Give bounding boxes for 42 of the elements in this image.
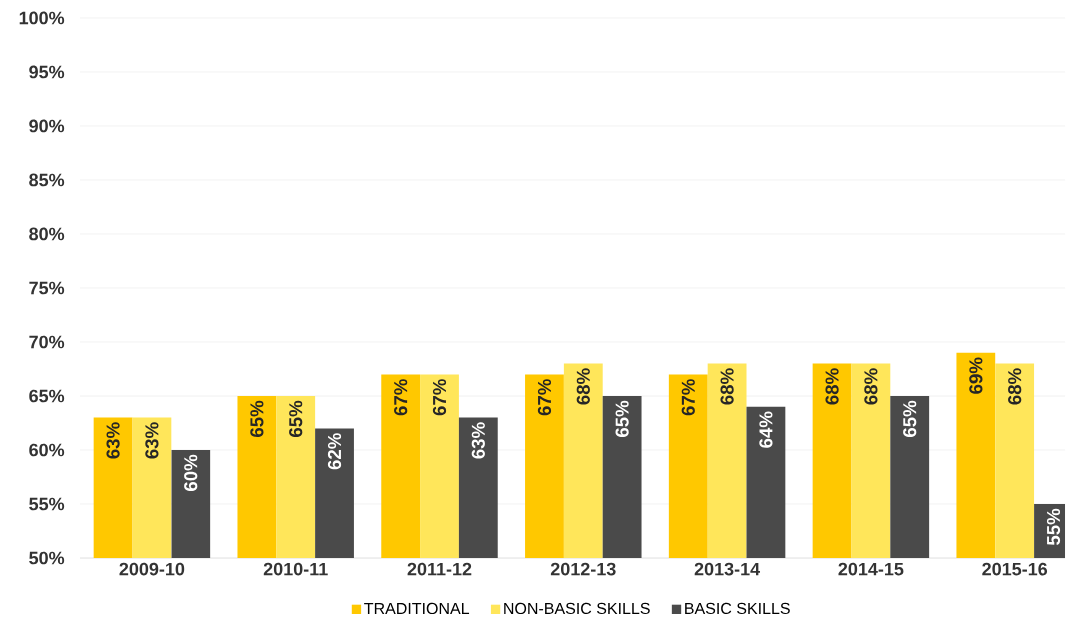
- data-label: 65%: [903, 400, 917, 437]
- data-label: 65%: [250, 400, 264, 437]
- x-tick-label: 2012-13: [550, 562, 616, 576]
- data-label: 67%: [432, 379, 447, 416]
- data-label: 63%: [106, 422, 120, 459]
- y-tick-label: 75%: [29, 281, 65, 295]
- x-tick-label: 2010-11: [263, 562, 328, 576]
- data-label: 67%: [394, 379, 408, 416]
- data-label: 68%: [576, 368, 590, 405]
- legend-label: BASIC SKILLS: [685, 602, 790, 615]
- legend-label: NON-BASIC SKILLS: [504, 602, 650, 615]
- x-tick-label: 2013-14: [694, 562, 761, 576]
- data-label: 67%: [681, 379, 695, 416]
- x-tick-label: 2009-10: [119, 562, 185, 576]
- data-label: 68%: [864, 368, 878, 405]
- data-label: 68%: [825, 368, 839, 405]
- y-tick-label: 50%: [29, 551, 65, 565]
- x-tick-label: 2015-16: [982, 562, 1048, 576]
- y-tick-label: 85%: [29, 173, 65, 187]
- y-tick-label: 65%: [29, 389, 65, 403]
- data-label: 63%: [471, 422, 485, 459]
- data-label: 65%: [289, 400, 303, 437]
- y-tick-label: 90%: [29, 119, 65, 133]
- y-tick-label: 80%: [29, 227, 65, 241]
- y-tick-label: 95%: [29, 65, 65, 79]
- data-label: 60%: [184, 454, 198, 491]
- y-tick-label: 100%: [19, 11, 65, 25]
- data-label: 67%: [537, 379, 552, 416]
- x-tick-label: 2014-15: [838, 562, 904, 576]
- legend-label: TRADITIONAL: [364, 602, 470, 615]
- x-tick-label: 2011-12: [407, 562, 472, 576]
- data-label: 68%: [1008, 368, 1022, 405]
- data-label: 68%: [720, 368, 734, 405]
- y-tick-label: 60%: [29, 443, 65, 457]
- data-label: 62%: [327, 433, 342, 470]
- y-tick-label: 70%: [29, 335, 65, 349]
- data-label: 55%: [1046, 508, 1061, 546]
- data-label: 65%: [615, 400, 629, 437]
- data-label: 64%: [759, 411, 773, 448]
- data-label: 69%: [969, 357, 983, 394]
- data-label: 63%: [145, 422, 159, 459]
- y-tick-label: 55%: [29, 497, 65, 511]
